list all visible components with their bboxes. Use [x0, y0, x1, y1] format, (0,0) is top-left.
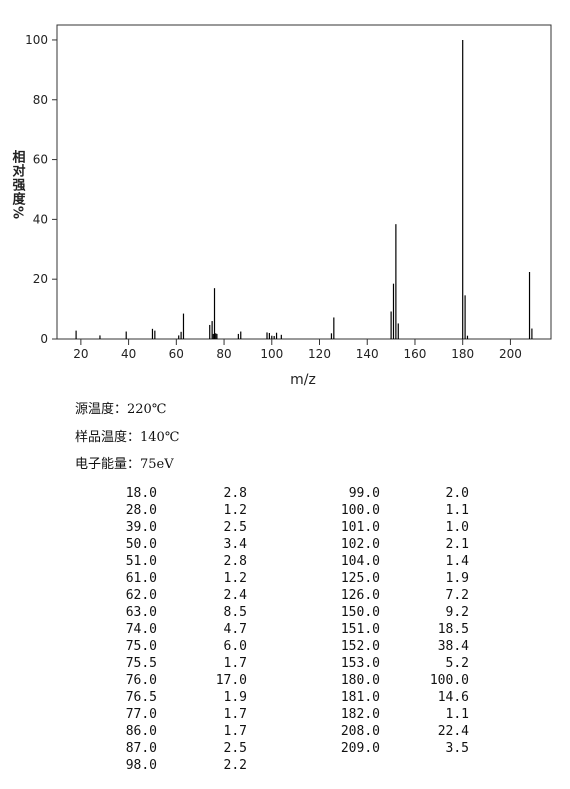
- table-cell: 9.2: [445, 605, 469, 620]
- x-tick-label: 60: [169, 347, 184, 361]
- table-cell: 126.0: [340, 588, 380, 603]
- plot-frame: [56, 24, 552, 340]
- table-cell: 28.0: [125, 503, 157, 518]
- y-tick-label: 80: [33, 93, 48, 107]
- table-cell: 98.0: [125, 758, 157, 773]
- table-cell: 153.0: [340, 656, 380, 671]
- y-tick-label: 60: [33, 153, 48, 167]
- x-axis-label: m/z: [290, 372, 316, 388]
- table-cell: 100.0: [340, 503, 380, 518]
- table-cell: 2.4: [223, 588, 247, 603]
- x-tick-label: 140: [356, 347, 379, 361]
- x-tick-label: 80: [216, 347, 231, 361]
- table-cell: 76.0: [125, 673, 157, 688]
- table-cell: 5.2: [445, 656, 469, 671]
- table-cell: 3.4: [223, 537, 247, 552]
- condition: 样品温度：140℃: [75, 429, 180, 445]
- table-cell: 74.0: [125, 622, 157, 637]
- table-cell: 39.0: [125, 520, 157, 535]
- table-cell: 18.5: [437, 622, 469, 637]
- table-cell: 63.0: [125, 605, 157, 620]
- table-cell: 2.5: [223, 520, 247, 535]
- table-cell: 6.0: [223, 639, 247, 654]
- x-tick-label: 160: [404, 347, 427, 361]
- table-cell: 87.0: [125, 741, 157, 756]
- table-cell: 62.0: [125, 588, 157, 603]
- table-cell: 125.0: [340, 571, 380, 586]
- table-cell: 1.2: [223, 503, 247, 518]
- table-cell: 75.5: [125, 656, 157, 671]
- table-cell: 61.0: [125, 571, 157, 586]
- table-cell: 1.1: [445, 707, 469, 722]
- x-tick-label: 120: [308, 347, 331, 361]
- x-tick-label: 100: [260, 347, 283, 361]
- table-cell: 1.7: [223, 707, 247, 722]
- table-cell: 76.5: [125, 690, 157, 705]
- table-cell: 102.0: [340, 537, 380, 552]
- table-cell: 1.9: [445, 571, 469, 586]
- table-cell: 17.0: [215, 673, 247, 688]
- table-cell: 51.0: [125, 554, 157, 569]
- condition: 源温度：220℃: [75, 402, 167, 417]
- table-cell: 209.0: [340, 741, 380, 756]
- table-cell: 208.0: [340, 724, 380, 739]
- y-tick-label: 100: [25, 33, 48, 47]
- table-cell: 7.2: [445, 588, 469, 603]
- table-cell: 180.0: [340, 673, 380, 688]
- table-cell: 1.7: [223, 656, 247, 671]
- table-cell: 152.0: [340, 639, 380, 654]
- table-cell: 2.5: [223, 741, 247, 756]
- table-cell: 77.0: [125, 707, 157, 722]
- table-cell: 101.0: [340, 520, 380, 535]
- y-tick-label: 40: [33, 212, 48, 226]
- condition: 电子能量：75eV: [75, 457, 174, 472]
- table-cell: 181.0: [340, 690, 380, 705]
- table-cell: 104.0: [340, 554, 380, 569]
- x-tick-label: 200: [499, 347, 522, 361]
- x-tick-label: 40: [121, 347, 136, 361]
- y-tick-label: 20: [33, 272, 48, 286]
- table-cell: 4.7: [223, 622, 247, 637]
- table-cell: 2.1: [445, 537, 469, 552]
- x-tick-label: 20: [73, 347, 88, 361]
- chart: m/z 相对强度% 0 20 40 60 80 100 20 40 60 80 100 120 140 1…: [10, 24, 552, 388]
- table-cell: 2.0: [445, 486, 469, 501]
- table-cell: 1.9: [223, 690, 247, 705]
- table-cell: 100.0: [429, 673, 469, 688]
- x-tick-label: 180: [451, 347, 474, 361]
- table-cell: 2.2: [223, 758, 247, 773]
- table-cell: 1.7: [223, 724, 247, 739]
- y-tick-label: 0: [40, 332, 48, 346]
- table-cell: 75.0: [125, 639, 157, 654]
- table-cell: 86.0: [125, 724, 157, 739]
- table-cell: 2.8: [223, 554, 247, 569]
- table-cell: 50.0: [125, 537, 157, 552]
- table-cell: 1.1: [445, 503, 469, 518]
- table-cell: 1.0: [445, 520, 469, 535]
- table-cell: 182.0: [340, 707, 380, 722]
- table-cell: 14.6: [437, 690, 469, 705]
- table-cell: 18.0: [125, 486, 157, 501]
- table-cell: 1.2: [223, 571, 247, 586]
- table-cell: 2.8: [223, 486, 247, 501]
- table-cell: 3.5: [445, 741, 469, 756]
- table-cell: 150.0: [340, 605, 380, 620]
- y-axis-label: 相对强度%: [10, 149, 26, 220]
- table-cell: 151.0: [340, 622, 380, 637]
- table-cell: 38.4: [437, 639, 469, 654]
- table-cell: 22.4: [437, 724, 469, 739]
- table-cell: 8.5: [223, 605, 247, 620]
- table-cell: 99.0: [348, 486, 380, 501]
- table-cell: 1.4: [445, 554, 469, 569]
